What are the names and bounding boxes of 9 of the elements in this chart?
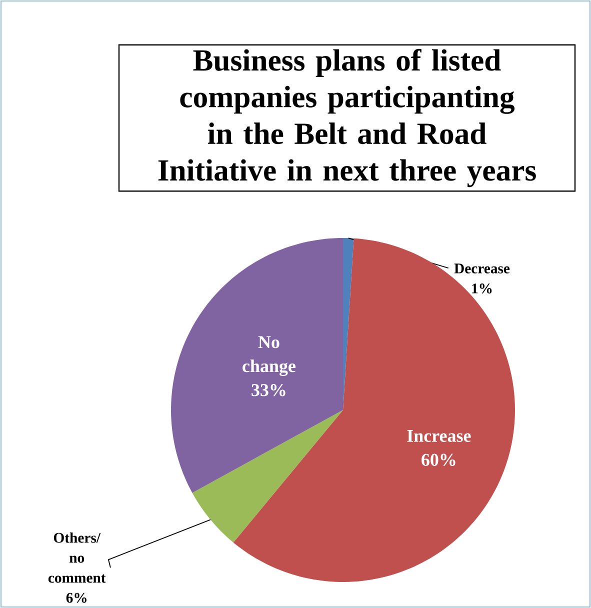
data-label: 60%	[422, 454, 456, 466]
data-label: 6%	[66, 592, 86, 603]
slice-label: Others/ no comment	[48, 532, 106, 583]
slice-label: Decrease	[454, 264, 510, 274]
slice-label: No change	[242, 336, 296, 376]
chart-title: Business plans of listed companies participanting in the Belt and Road Initiative in next three years	[158, 48, 536, 188]
data-label: 1%	[472, 284, 492, 294]
slice-label: Increase	[407, 430, 471, 442]
data-label: 33%	[252, 384, 286, 396]
